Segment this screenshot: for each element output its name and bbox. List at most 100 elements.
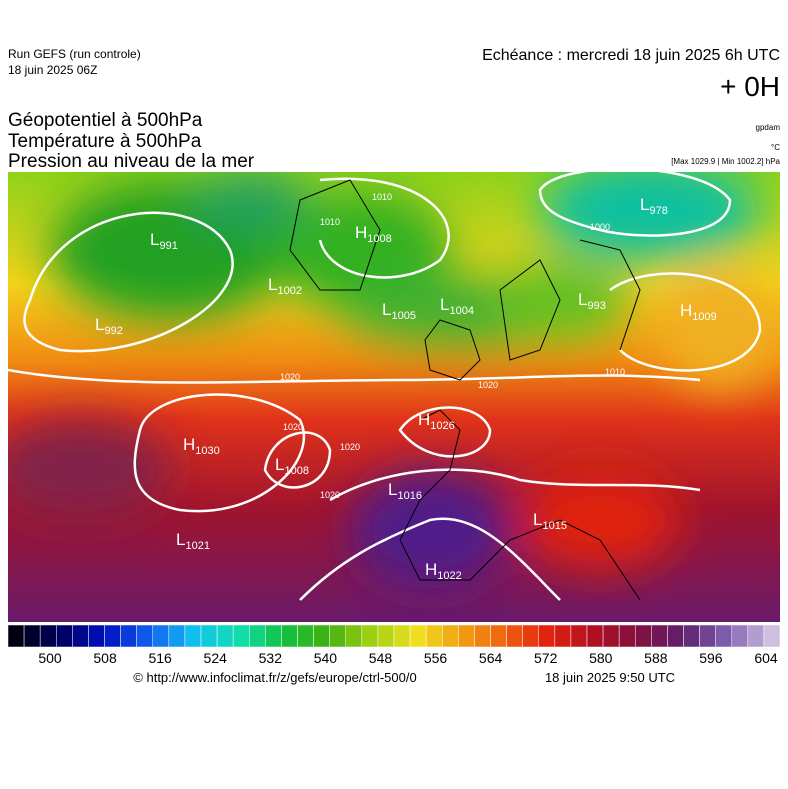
colorbar-cell — [249, 624, 266, 648]
system-type: L — [578, 290, 587, 309]
system-pressure: 1008 — [284, 465, 308, 477]
colorbar-cell — [56, 624, 73, 648]
system-pressure: 978 — [649, 205, 667, 217]
isobar-label: 1020 — [320, 490, 340, 500]
colorbar-cell — [184, 624, 202, 648]
system-pressure: 1009 — [692, 311, 716, 323]
colorbar-cell — [216, 624, 234, 648]
isobar-label: 1010 — [320, 217, 340, 227]
colorbar-cell — [313, 624, 330, 648]
pressure-system: H1030 — [183, 435, 220, 457]
isobar-label: 1010 — [605, 367, 625, 377]
system-type: L — [640, 195, 649, 214]
system-pressure: 1021 — [185, 540, 209, 552]
colorbar-cell — [39, 624, 57, 648]
pressure-system: H1008 — [355, 223, 392, 245]
colorbar-label: 580 — [589, 650, 613, 666]
system-pressure: 992 — [104, 325, 122, 337]
system-type: L — [150, 230, 159, 249]
colorbar-cell — [7, 624, 25, 648]
colorbar-cell — [522, 624, 540, 648]
system-type: H — [418, 410, 430, 429]
colorbar-label: 596 — [699, 650, 723, 666]
colorbar-cell — [265, 624, 282, 648]
field: Température à 500hPa — [8, 131, 202, 152]
colorbar-cell — [281, 624, 298, 648]
pressure-system: L1021 — [176, 530, 210, 552]
system-type: L — [95, 315, 104, 334]
colorbar-cell — [120, 624, 137, 648]
colorbar-cell — [458, 624, 475, 648]
system-type: H — [680, 301, 692, 320]
colorbar-cell — [232, 624, 250, 648]
colorbar-cell — [425, 624, 443, 648]
colorbar-cell — [136, 624, 154, 648]
colorbar-cell — [474, 624, 491, 648]
isobar-label: 1020 — [340, 442, 360, 452]
isobar-label: 1020 — [478, 380, 498, 390]
system-pressure: 1002 — [277, 285, 301, 297]
system-type: L — [388, 480, 397, 499]
colorbar-cell — [731, 624, 749, 648]
system-type: L — [382, 300, 391, 319]
field: Géopotentiel à 500hPa — [8, 110, 203, 131]
system-pressure: 1005 — [391, 310, 415, 322]
colorbar-cell — [377, 624, 395, 648]
colorbar-label: 564 — [479, 650, 503, 666]
pressure-system: L1005 — [382, 300, 416, 322]
colorbar-cell — [715, 624, 733, 648]
system-pressure: 1026 — [430, 420, 454, 432]
colorbar-label: 588 — [644, 650, 668, 666]
colorbar-cell — [538, 624, 556, 648]
system-type: L — [440, 295, 449, 314]
pressure-system: L978 — [640, 195, 668, 217]
colorbar-label: 548 — [369, 650, 393, 666]
system-type: H — [183, 435, 195, 454]
colorbar-label: 556 — [424, 650, 448, 666]
colorbar-cell — [345, 624, 363, 648]
colorbar-label: 540 — [314, 650, 338, 666]
system-type: L — [268, 275, 277, 294]
colorbar-cell — [409, 624, 427, 648]
colorbar-cell — [667, 624, 684, 648]
echeance: Echéance : mercredi 18 juin 2025 6h UTC — [482, 47, 780, 64]
colorbar-label: 604 — [754, 650, 778, 666]
pressure-system: H1009 — [680, 301, 717, 323]
system-type: L — [533, 510, 542, 529]
colorbar-cell — [72, 624, 89, 648]
colorbar-cell — [361, 624, 379, 648]
colorbar-label: 532 — [259, 650, 283, 666]
run: Run GEFS (run controle) — [8, 47, 141, 61]
system-pressure: 1004 — [449, 305, 473, 317]
pressure-system: L1008 — [275, 455, 309, 477]
pressure-system: L992 — [95, 315, 123, 337]
colorbar-cell — [586, 624, 604, 648]
isobar-label: 1020 — [283, 422, 303, 432]
colorbar-cell — [763, 624, 781, 648]
system-pressure: 1015 — [542, 520, 566, 532]
colorbar-cell — [570, 624, 588, 648]
colorbar-cell — [104, 624, 121, 648]
pressure-system: H1022 — [425, 560, 462, 582]
colorbar-label: 524 — [204, 650, 228, 666]
pressure-system: L991 — [150, 230, 178, 252]
system-type: H — [425, 560, 437, 579]
colorbar-cell — [699, 624, 716, 648]
colorbar-cell — [88, 624, 105, 648]
run-date: 18 juin 2025 06Z — [8, 63, 97, 77]
source: © http://www.infoclimat.fr/z/gefs/europe… — [133, 670, 416, 685]
colorbar-cell — [602, 624, 620, 648]
colorbar-label: 508 — [93, 650, 117, 666]
colorbar-label: 500 — [38, 650, 62, 666]
pressure-system: L1002 — [268, 275, 302, 297]
unit: gpdam — [756, 123, 781, 132]
colorbar-cell — [442, 624, 459, 648]
unit: [Max 1029.9 | Min 1002.2] hPa — [671, 157, 780, 166]
time: 18 juin 2025 9:50 UTC — [545, 670, 675, 685]
field: Pression au niveau de la mer — [8, 151, 255, 172]
lead-time: + 0H — [720, 71, 780, 102]
pressure-system: L993 — [578, 290, 606, 312]
colorbar-cell — [23, 624, 41, 648]
system-pressure: 993 — [587, 300, 605, 312]
